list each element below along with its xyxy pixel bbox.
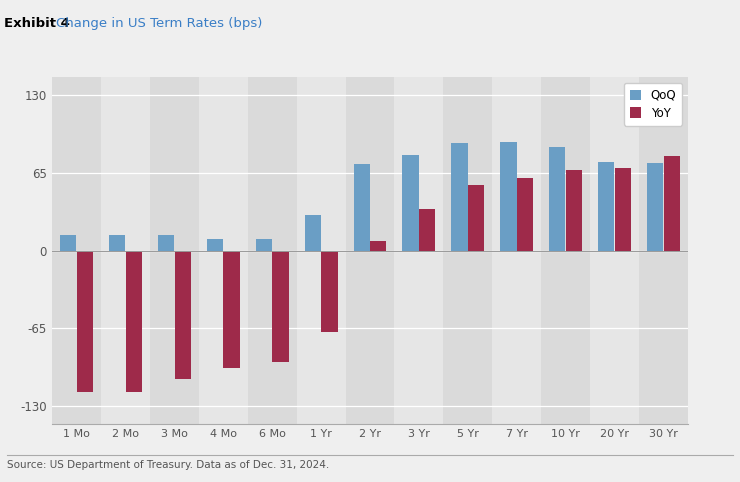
Bar [615,168,631,251]
Bar [599,162,614,251]
Bar [549,147,565,251]
Legend: QoQ, YoY: QoQ, YoY [624,83,682,125]
Bar [321,251,337,332]
Bar [305,215,320,251]
Bar [175,251,191,379]
Bar [403,155,419,251]
Bar [198,77,248,424]
Bar [223,251,240,368]
Bar [664,156,680,251]
Bar [542,77,591,424]
Bar [420,209,435,251]
Bar [248,77,297,424]
Bar [60,235,76,251]
Bar [272,251,289,362]
Bar [109,235,125,251]
Bar [468,185,485,251]
Bar [101,77,149,424]
Bar [492,77,542,424]
Bar [591,77,639,424]
Bar [297,77,346,424]
Bar [149,77,198,424]
Text: Change in US Term Rates (bps): Change in US Term Rates (bps) [56,17,262,30]
Bar [639,77,688,424]
Bar [354,164,370,251]
Bar [648,163,663,251]
Bar [443,77,492,424]
Bar [52,77,101,424]
Bar [370,241,386,251]
Bar [346,77,394,424]
Bar [394,77,443,424]
Bar [206,239,223,251]
Text: Source: US Department of Treasury. Data as of Dec. 31, 2024.: Source: US Department of Treasury. Data … [7,460,329,470]
Bar [451,143,468,251]
Bar [255,239,272,251]
Bar [517,178,534,251]
Bar [158,235,174,251]
Bar [126,251,141,392]
Bar [566,171,582,251]
Bar [500,142,517,251]
Bar [77,251,92,392]
Text: Exhibit 4: Exhibit 4 [4,17,70,30]
